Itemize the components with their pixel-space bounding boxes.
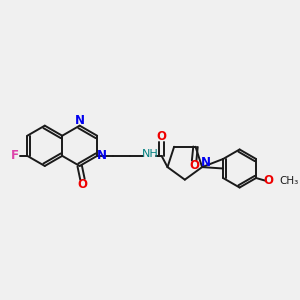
Text: O: O: [157, 130, 166, 143]
Text: N: N: [75, 114, 85, 128]
Text: O: O: [264, 174, 274, 187]
Text: CH₃: CH₃: [280, 176, 299, 186]
Text: N: N: [97, 149, 107, 162]
Text: O: O: [77, 178, 88, 191]
Text: O: O: [189, 159, 199, 172]
Text: N: N: [200, 156, 211, 170]
Text: F: F: [11, 149, 19, 162]
Text: NH: NH: [142, 149, 159, 160]
